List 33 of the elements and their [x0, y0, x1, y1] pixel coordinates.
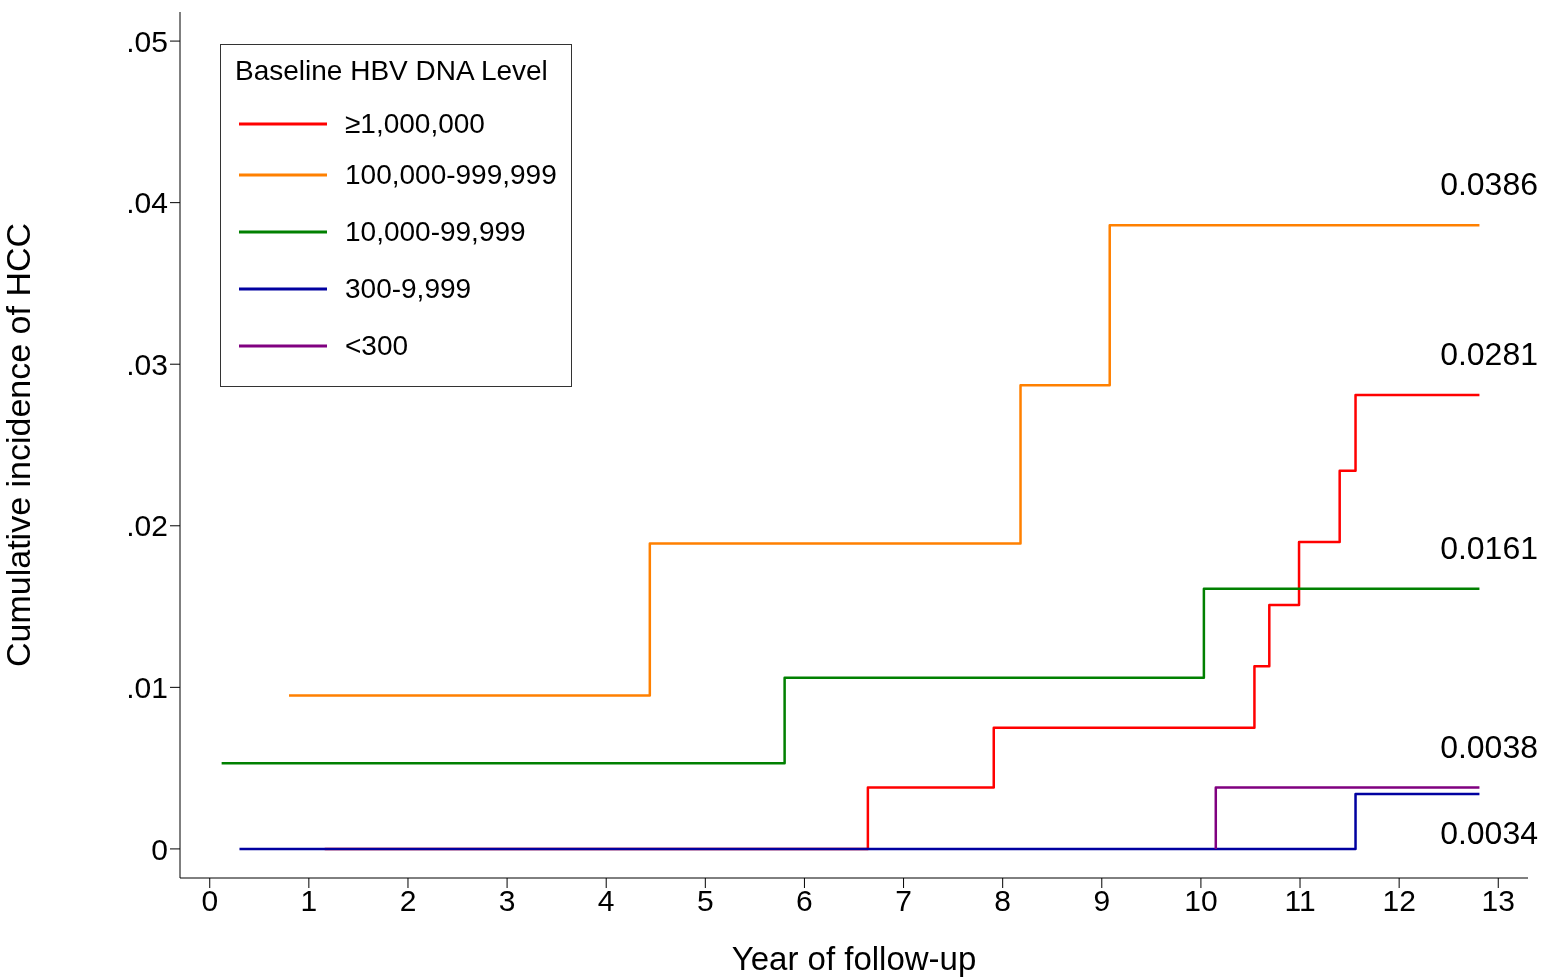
x-axis-title: Year of follow-up: [731, 940, 977, 977]
x-tick-label: 4: [597, 884, 615, 918]
x-tick-label: 8: [994, 884, 1012, 918]
x-tick-label: 10: [1184, 884, 1218, 918]
x-tick-label: 12: [1382, 884, 1416, 918]
legend-label: 300-9,999: [345, 272, 472, 305]
y-axis-title: Cumulative incidence of HCC: [0, 222, 38, 668]
legend-label: <300: [345, 329, 409, 362]
annotation: 0.0161: [1440, 529, 1538, 566]
x-tick-label: 3: [498, 884, 516, 918]
y-tick-label: .01: [126, 671, 168, 704]
legend-label: ≥1,000,000: [345, 107, 485, 140]
annotation: 0.0034: [1440, 814, 1538, 851]
x-tick-label: 1: [300, 884, 318, 918]
y-tick-label: .05: [126, 24, 168, 58]
annotation: 0.0038: [1440, 728, 1538, 765]
x-tick-label: 0: [201, 884, 219, 918]
x-tick-label: 7: [895, 884, 912, 918]
y-tick-label: .03: [126, 347, 168, 381]
x-tick-label: 13: [1481, 884, 1515, 918]
legend-label: 100,000-999,999: [345, 158, 557, 191]
x-tick-label: 6: [796, 884, 813, 918]
legend-label: 10,000-99,999: [345, 215, 526, 248]
x-tick-label: 2: [399, 884, 417, 918]
y-tick-label: 0: [151, 832, 168, 866]
x-tick-label: 9: [1093, 884, 1111, 918]
x-tick-label: 11: [1284, 884, 1316, 918]
x-tick-label: 5: [696, 884, 714, 918]
y-tick-label: .02: [126, 509, 168, 543]
annotation: 0.0386: [1440, 166, 1538, 203]
legend-title: Baseline HBV DNA Level: [235, 55, 549, 87]
annotation: 0.0281: [1440, 335, 1538, 372]
y-tick-label: .04: [126, 186, 168, 220]
